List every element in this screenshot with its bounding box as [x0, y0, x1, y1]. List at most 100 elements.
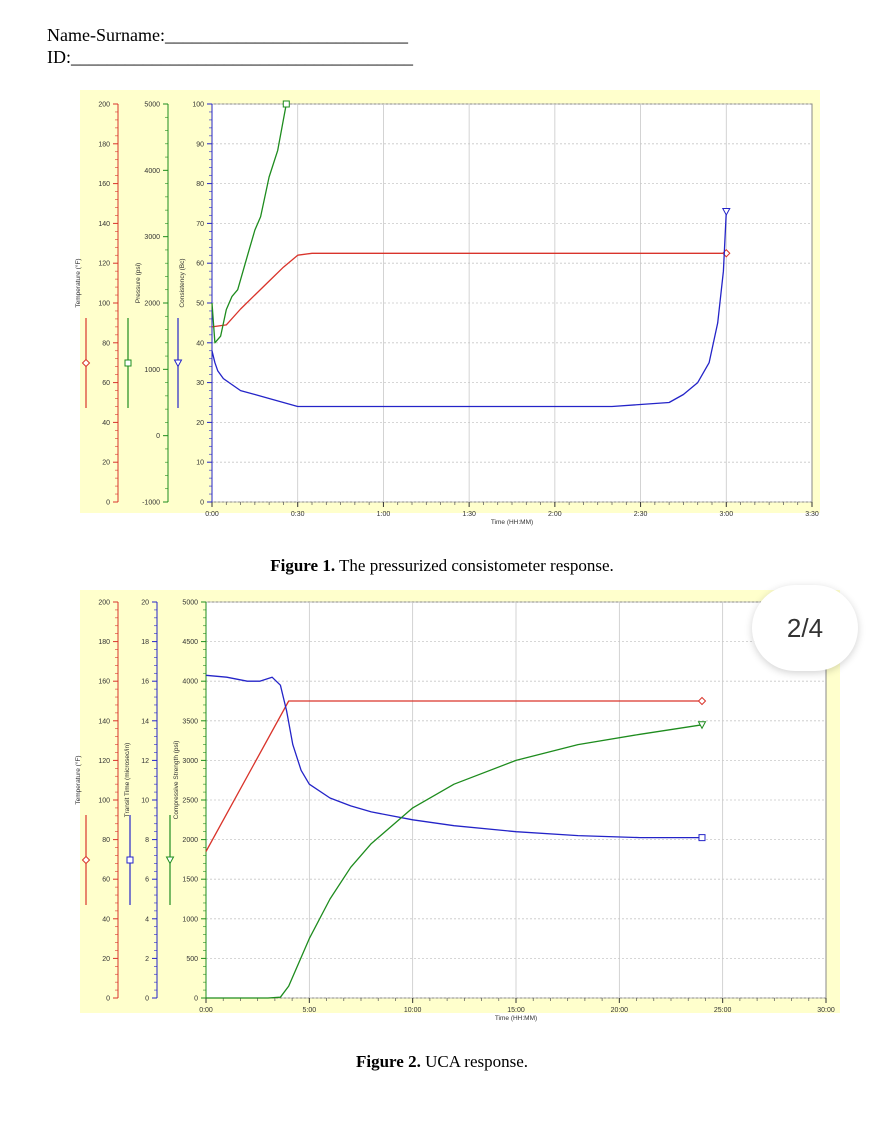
chart2-y-tick-label: 5000	[182, 600, 198, 607]
chart2-x-tick-label: 30:00	[817, 1007, 835, 1014]
chart2-y-tick-label: 200	[98, 600, 110, 607]
chart2-y-tick-label: 2500	[182, 798, 198, 805]
chart2-legend-marker-2	[165, 856, 175, 865]
chart2-y-tick-label: 2	[145, 956, 149, 963]
chart1-y-tick-label: 2000	[144, 301, 160, 308]
chart1-x-axis-label: Time (HH:MM)	[491, 519, 533, 526]
figure-1-label: Figure 1.	[270, 556, 336, 575]
chart2-series-end-marker-2	[697, 721, 707, 730]
figure-2-caption: Figure 2. UCA response.	[0, 1052, 884, 1072]
chart1-y-tick-label: 20	[196, 420, 204, 427]
chart1-x-tick-label: 1:00	[377, 511, 391, 518]
name-surname-field: Name-Surname:___________________________	[47, 25, 408, 45]
id-field: ID:_____________________________________…	[47, 47, 413, 67]
chart2-y-tick-label: 20	[141, 600, 149, 607]
chart1-y-tick-label: 100	[98, 301, 110, 308]
chart2-x-tick-label: 5:00	[303, 1007, 317, 1014]
chart2-y-tick-label: 500	[186, 956, 198, 963]
chart1-series-line-2	[211, 211, 727, 408]
chart1-y-axis-title-2: Consistency (Bc)	[179, 258, 186, 307]
figure-2-title: UCA response.	[420, 1052, 529, 1071]
chart1-y-tick-label: 100	[192, 102, 204, 109]
chart2-y-tick-label: 16	[141, 679, 149, 686]
chart1-x-tick-label: 0:00	[205, 511, 219, 518]
chart2-x-tick-label: 10:00	[404, 1007, 422, 1014]
chart2-y-tick-label: 12	[141, 758, 149, 765]
chart1-y-axis-title-1: Pressure (psi)	[135, 263, 142, 303]
chart2-x-tick-label: 25:00	[714, 1007, 732, 1014]
chart1-series-end-marker-1	[282, 100, 290, 108]
chart2-y-tick-label: 8	[145, 837, 149, 844]
chart2-series-end-marker-0	[697, 696, 707, 706]
chart1-y-tick-label: 3000	[144, 234, 160, 241]
chart1-y-tick-label: 40	[196, 340, 204, 347]
chart1-series-line-1	[211, 103, 287, 344]
chart2-y-tick-label: 80	[102, 837, 110, 844]
chart1-series-end-marker-2	[721, 207, 731, 217]
chart2-y-tick-label: 4000	[182, 679, 198, 686]
chart1-y-tick-label: 70	[196, 221, 204, 228]
chart1-y-tick-label: 60	[102, 380, 110, 387]
chart2-y-tick-label: 4	[145, 916, 149, 923]
chart1-y-tick-label: 60	[196, 261, 204, 268]
chart2-y-axis-title-0: Temperature (°F)	[74, 755, 82, 804]
chart2-y-tick-label: 40	[102, 916, 110, 923]
chart1-x-tick-label: 3:30	[805, 511, 819, 518]
chart1-x-tick-label: 2:00	[548, 511, 562, 518]
chart1-y-tick-label: 160	[98, 181, 110, 188]
chart2-y-tick-label: 2000	[182, 837, 198, 844]
chart2-y-tick-label: 4500	[182, 639, 198, 646]
chart1-y-tick-label: 4000	[144, 168, 160, 175]
chart2-y-tick-label: 120	[98, 758, 110, 765]
chart1-y-tick-label: 80	[196, 181, 204, 188]
chart1-y-tick-label: 10	[196, 460, 204, 467]
chart1-legend-marker-0	[81, 358, 91, 368]
chart1-y-tick-label: 30	[196, 380, 204, 387]
chart2-y-tick-label: 180	[98, 639, 110, 646]
chart1-x-tick-label: 3:00	[719, 511, 733, 518]
chart1-y-tick-label: 40	[102, 420, 110, 427]
chart2-series-end-marker-1	[698, 834, 706, 842]
chart1-x-tick-label: 2:30	[634, 511, 648, 518]
chart2-y-tick-label: 3500	[182, 718, 198, 725]
chart2-series-line-1	[205, 674, 702, 839]
chart1-y-axis-title-0: Temperature (°F)	[74, 258, 82, 307]
chart1-x-tick-label: 0:30	[291, 511, 305, 518]
chart2-y-tick-label: 100	[98, 798, 110, 805]
chart1-legend-marker-2	[173, 359, 183, 368]
chart1-y-tick-label: 0	[106, 500, 110, 507]
chart2-y-tick-label: 0	[194, 996, 198, 1003]
chart2-y-axis-title-2: Compressive Strength (psi)	[173, 741, 180, 820]
chart2-legend-marker-0	[81, 855, 91, 865]
figure-1-caption: Figure 1. The pressurized consistometer …	[0, 556, 884, 576]
chart2-y-tick-label: 0	[106, 996, 110, 1003]
chart2-legend-marker-1	[126, 856, 134, 864]
chart2-series-line-0	[205, 700, 702, 852]
chart1-y-tick-label: 200	[98, 102, 110, 109]
chart1-y-tick-label: 140	[98, 221, 110, 228]
chart1-y-tick-label: 0	[200, 500, 204, 507]
chart1-legend-marker-1	[124, 359, 132, 367]
chart1-x-tick-label: 1:30	[462, 511, 476, 518]
chart1-y-tick-label: 1000	[144, 367, 160, 374]
chart1-y-tick-label: -1000	[142, 500, 160, 507]
chart2-y-axis-title-1: Transit Time (microsec/in)	[124, 743, 131, 818]
chart1-y-tick-label: 90	[196, 141, 204, 148]
chart2-x-tick-label: 15:00	[507, 1007, 525, 1014]
consistometer-chart: 0:00 0:30 1:00 1:30 2:00 2:30 3:00 3:30 Time (HH…	[74, 90, 820, 526]
chart1-y-tick-label: 0	[156, 433, 160, 440]
chart2-y-tick-label: 14	[141, 718, 149, 725]
chart2-x-tick-label: 0:00	[199, 1007, 213, 1014]
chart1-y-tick-label: 180	[98, 141, 110, 148]
chart2-y-tick-label: 0	[145, 996, 149, 1003]
figure-1-title: The pressurized consistometer response.	[335, 556, 614, 575]
chart1-y-tick-label: 5000	[144, 102, 160, 109]
chart2-y-tick-label: 140	[98, 718, 110, 725]
chart2-y-tick-label: 18	[141, 639, 149, 646]
chart1-series-line-0	[211, 252, 727, 328]
uca-chart: 0:00 5:00 10:00 15:00 20:00 25:00 30:00 Time (H…	[74, 590, 840, 1022]
chart2-series-line-2	[206, 724, 703, 999]
chart2-y-tick-label: 3000	[182, 758, 198, 765]
page-indicator[interactable]: 2/4	[752, 585, 858, 671]
chart1-y-tick-label: 50	[196, 301, 204, 308]
